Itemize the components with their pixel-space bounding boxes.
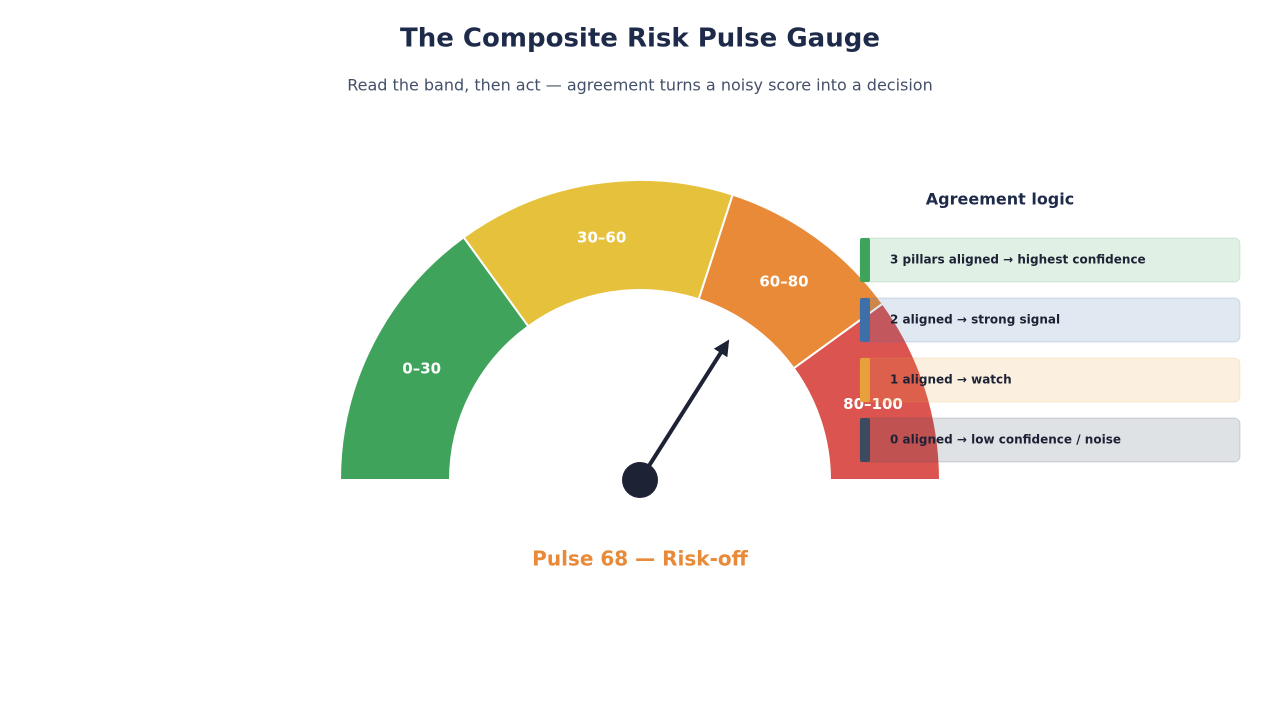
panel-accent	[860, 358, 870, 402]
panel-accent	[860, 298, 870, 342]
panel-item-text: 1 aligned → watch	[890, 373, 1012, 387]
panel-accent	[860, 418, 870, 462]
panel-title: Agreement logic	[926, 190, 1074, 209]
band-label: 30–60	[577, 229, 626, 247]
band-label: 0–30	[402, 359, 441, 377]
panel-item-text: 2 aligned → strong signal	[890, 313, 1060, 327]
chart-subtitle: Read the band, then act — agreement turn…	[347, 76, 932, 95]
panel-accent	[860, 238, 870, 282]
needle-hub	[622, 462, 658, 498]
panel-item-text: 0 aligned → low confidence / noise	[890, 433, 1121, 447]
value-label: Pulse 68 — Risk-off	[532, 547, 748, 571]
band-label: 80–100	[843, 395, 903, 413]
band-label: 60–80	[759, 272, 808, 290]
needle	[638, 339, 730, 482]
panel-item-text: 3 pillars aligned → highest confidence	[890, 253, 1146, 267]
chart-title: The Composite Risk Pulse Gauge	[400, 24, 880, 54]
